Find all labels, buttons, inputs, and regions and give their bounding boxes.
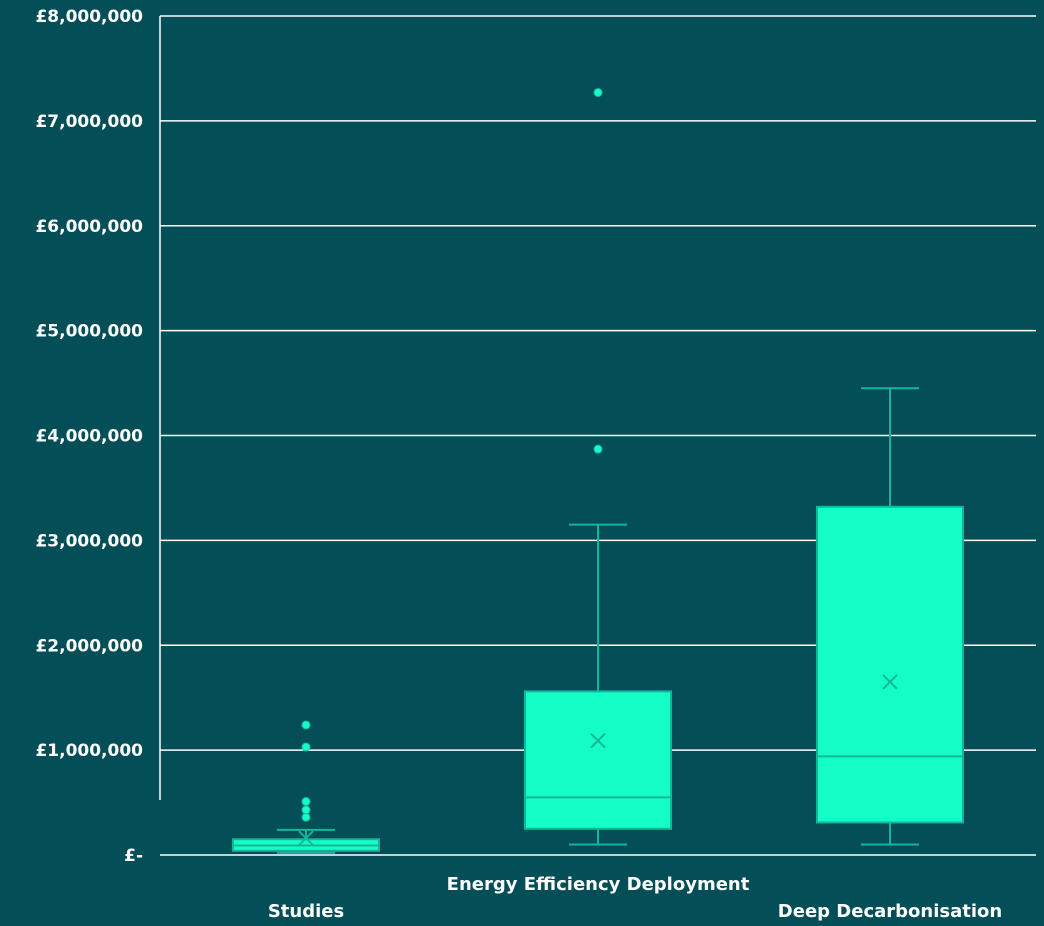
outlier-point [301,742,311,752]
y-tick-label: £7,000,000 [35,112,143,132]
iqr-box [816,505,964,824]
box-2 [524,88,672,846]
x-axis-category-labels: Studies Energy Efficiency Deployment Deep … [268,874,1002,922]
y-tick-label: £4,000,000 [35,427,143,447]
box-1 [232,720,380,854]
mean-marker [298,830,314,846]
category-label: Studies [268,901,344,922]
category-label: Energy Efficiency Deployment [447,874,750,895]
mean-marker [882,674,898,690]
outlier-point [301,812,311,822]
outlier-point [593,88,603,98]
box-plots [232,88,964,854]
y-tick-label: £5,000,000 [35,322,143,342]
box-3 [816,387,964,846]
category-label: Deep Decarbonisation [778,901,1002,922]
y-tick-label: £8,000,000 [35,7,143,27]
y-tick-label: £- [124,846,143,866]
y-tick-label: £6,000,000 [35,217,143,237]
outlier-point [301,720,311,730]
y-tick-label: £3,000,000 [35,531,143,551]
outlier-point [593,444,603,454]
mean-marker [590,732,606,749]
outlier-point [301,805,311,815]
y-tick-label: £1,000,000 [35,741,143,761]
iqr-box [524,690,672,830]
y-tick-label: £2,000,000 [35,636,143,656]
outlier-point [301,797,311,807]
y-axis-tick-labels: £- £1,000,000 £2,000,000 £3,000,000 £4,000,0… [35,7,143,866]
